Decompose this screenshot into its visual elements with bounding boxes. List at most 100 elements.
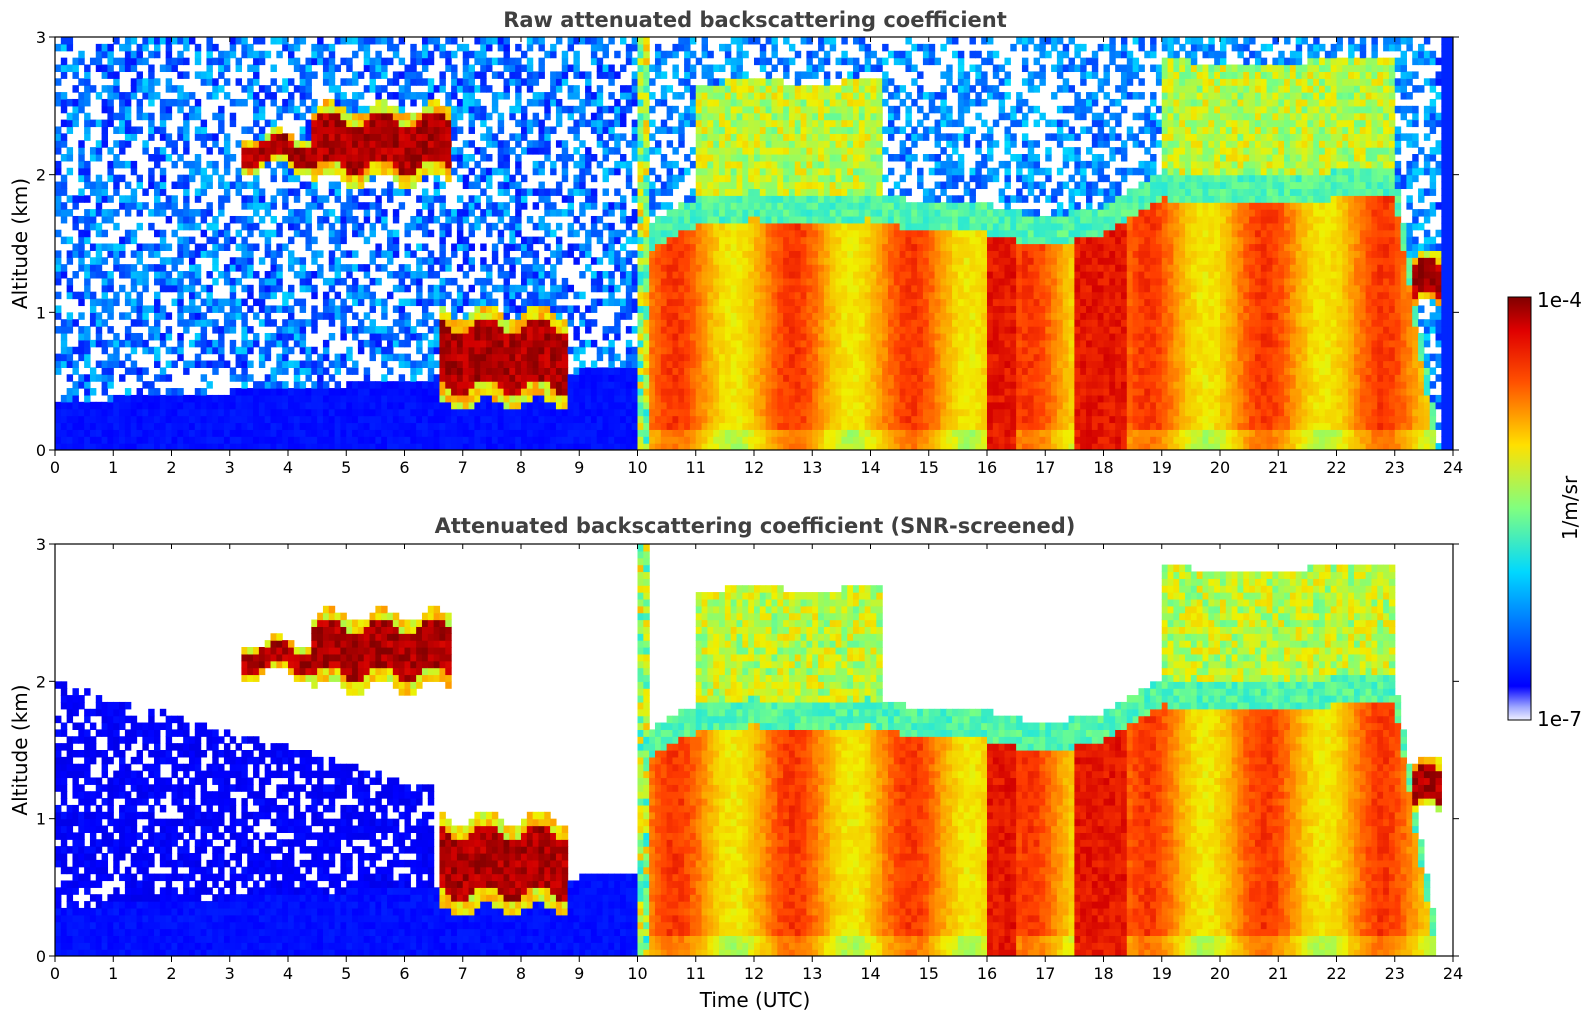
- heatmap-cell: [392, 174, 400, 183]
- heatmap-cell: [462, 78, 470, 86]
- heatmap-cell: [695, 415, 703, 424]
- heatmap-cell: [491, 408, 499, 417]
- heatmap-cell: [491, 305, 499, 313]
- heatmap-cell: [579, 443, 586, 450]
- heatmap-cell: [724, 126, 732, 134]
- heatmap-cell: [288, 43, 295, 52]
- heatmap-cell: [748, 284, 755, 293]
- heatmap-cell: [532, 374, 540, 382]
- heatmap-cell: [253, 92, 260, 100]
- heatmap-cell: [526, 71, 534, 79]
- heatmap-cell: [672, 346, 679, 355]
- heatmap-cell: [614, 381, 621, 389]
- heatmap-cell: [555, 374, 563, 382]
- heatmap-cell: [305, 167, 312, 176]
- heatmap-cell: [719, 229, 726, 238]
- heatmap-cell: [427, 160, 435, 169]
- heatmap-cell: [427, 195, 435, 203]
- heatmap-cell: [258, 388, 266, 396]
- heatmap-cell: [84, 174, 91, 183]
- heatmap-cell: [719, 112, 726, 121]
- heatmap-cell: [736, 160, 743, 169]
- heatmap-cell: [340, 408, 347, 417]
- heatmap-cell: [206, 78, 213, 86]
- heatmap-cell: [521, 119, 528, 128]
- heatmap-cell: [736, 78, 743, 86]
- heatmap-cell: [643, 140, 650, 148]
- heatmap-cell: [60, 332, 68, 341]
- heatmap-cell: [305, 367, 312, 375]
- heatmap-cell: [206, 436, 213, 444]
- heatmap-cell: [730, 422, 738, 430]
- heatmap-cell: [60, 105, 68, 114]
- heatmap-cell: [748, 415, 755, 424]
- heatmap-cell: [614, 436, 621, 444]
- heatmap-cell: [387, 353, 394, 362]
- heatmap-cell: [684, 209, 691, 217]
- heatmap-cell: [742, 319, 749, 327]
- heatmap-cell: [509, 339, 516, 348]
- heatmap-cell: [515, 92, 522, 100]
- heatmap-cell: [439, 360, 446, 368]
- heatmap-cell: [194, 167, 202, 176]
- heatmap-cell: [381, 381, 388, 389]
- heatmap-cell: [625, 167, 633, 176]
- heatmap-cell: [666, 167, 674, 176]
- heatmap-cell: [188, 360, 196, 368]
- heatmap-cell: [631, 326, 639, 334]
- heatmap-cell: [311, 202, 318, 210]
- heatmap-cell: [130, 57, 138, 66]
- heatmap-cell: [666, 105, 674, 114]
- heatmap-cell: [625, 92, 633, 100]
- heatmap-cell: [468, 202, 475, 210]
- heatmap-cell: [620, 408, 627, 417]
- heatmap-cell: [474, 401, 481, 410]
- heatmap-cell: [113, 188, 120, 196]
- heatmap-cell: [614, 374, 621, 382]
- heatmap-cell: [637, 312, 644, 320]
- heatmap-cell: [387, 195, 394, 203]
- heatmap-cell: [590, 381, 598, 389]
- heatmap-cell: [742, 429, 749, 437]
- heatmap-cell: [421, 98, 429, 107]
- heatmap-cell: [567, 229, 575, 238]
- heatmap-cell: [660, 202, 668, 210]
- heatmap-cell: [398, 167, 406, 176]
- heatmap-cell: [585, 443, 592, 450]
- heatmap-cell: [544, 209, 551, 217]
- heatmap-cell: [84, 64, 91, 73]
- heatmap-cell: [387, 119, 394, 128]
- heatmap-cell: [503, 64, 510, 73]
- heatmap-cell: [672, 160, 679, 169]
- heatmap-cell: [247, 229, 254, 238]
- heatmap-cell: [113, 346, 120, 355]
- heatmap-cell: [608, 202, 615, 210]
- heatmap-cell: [142, 429, 149, 437]
- heatmap-cell: [544, 126, 551, 134]
- heatmap-cell: [631, 57, 639, 66]
- heatmap-cell: [643, 92, 650, 100]
- heatmap-cell: [392, 119, 400, 128]
- heatmap-cell: [474, 112, 481, 121]
- heatmap-cell: [526, 243, 534, 251]
- heatmap-cell: [223, 271, 231, 279]
- heatmap-cell: [66, 374, 74, 382]
- heatmap-cell: [369, 388, 376, 396]
- heatmap-cell: [526, 43, 534, 52]
- heatmap-cell: [270, 429, 277, 437]
- heatmap-cell: [276, 367, 283, 375]
- heatmap-cell: [538, 353, 545, 362]
- heatmap-cell: [66, 236, 74, 245]
- heatmap-cell: [544, 394, 551, 403]
- heatmap-cell: [398, 429, 406, 437]
- heatmap-cell: [649, 353, 656, 362]
- heatmap-cell: [713, 277, 720, 286]
- heatmap-cell: [451, 50, 458, 59]
- heatmap-cell: [84, 85, 91, 93]
- heatmap-cell: [649, 339, 656, 348]
- heatmap-cell: [78, 408, 85, 417]
- heatmap-cell: [322, 215, 330, 224]
- heatmap-cell: [573, 119, 580, 128]
- heatmap-cell: [282, 195, 289, 203]
- heatmap-cell: [649, 429, 656, 437]
